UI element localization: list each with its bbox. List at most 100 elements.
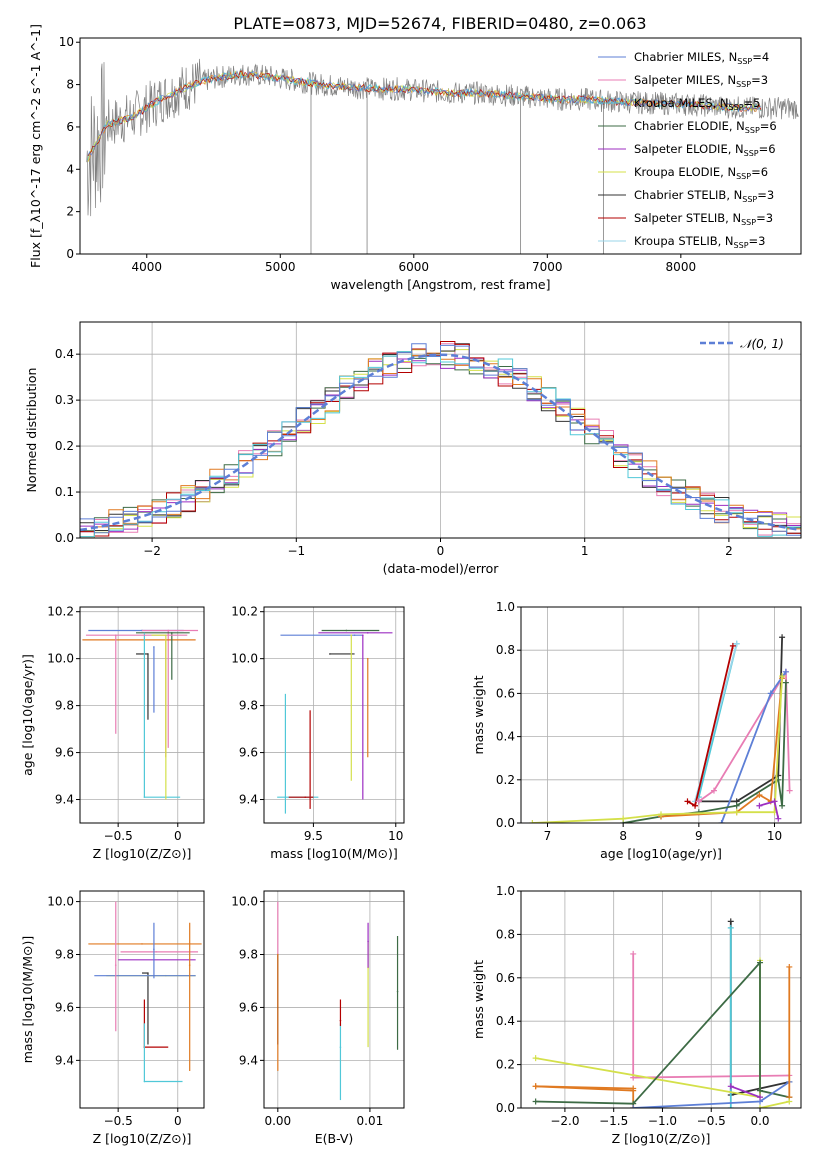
- y-tick-label: 0.1: [55, 485, 74, 499]
- y-tick-label: 0: [66, 247, 74, 261]
- y-axis-label: Normed distribution: [24, 368, 39, 493]
- data-point: [366, 657, 369, 660]
- plot-area: [532, 918, 793, 1108]
- x-tick-label: 1: [581, 544, 589, 558]
- massweight-vs-age-panel: 7 8 9 10 0.0 0.2 0.4 0.6 0.8 1.0 age [log10(age/yr…: [471, 600, 802, 861]
- y-tick-label: 0.4: [55, 347, 74, 361]
- y-tick-label: 10.2: [231, 605, 258, 619]
- y-tick-label: 0.6: [496, 971, 515, 985]
- data-point: [396, 990, 399, 993]
- x-tick-label: 9.5: [304, 829, 323, 843]
- y-tick-label: 0.8: [496, 643, 515, 657]
- legend-label: Chabrier MILES, NSSP=4: [634, 50, 769, 66]
- x-tick-label: 0.0: [750, 1114, 769, 1128]
- observed-spectrum: [86, 58, 799, 217]
- point-marker: [756, 802, 763, 809]
- point-marker: [695, 798, 702, 805]
- point-marker: [733, 802, 740, 809]
- mass-weight-line: [759, 1100, 790, 1108]
- y-tick-label: 9.8: [55, 699, 74, 713]
- point-marker: [767, 690, 774, 697]
- data-point: [114, 634, 117, 636]
- point-marker: [630, 1105, 637, 1108]
- y-axis-label: mass [log10(M/M⊙)]: [20, 936, 35, 1064]
- x-tick-label: 6000: [399, 260, 430, 274]
- y-tick-label: 0.4: [496, 730, 515, 744]
- mass-weight-line: [698, 637, 783, 803]
- y-tick-label: 4: [66, 162, 74, 176]
- grid: [264, 891, 404, 1108]
- y-tick-label: 9.4: [239, 1053, 258, 1067]
- y-tick-label: 0.3: [55, 393, 74, 407]
- mass-weight-line: [535, 1085, 634, 1090]
- x-tick-label: 8: [619, 829, 627, 843]
- data-point: [350, 634, 353, 636]
- x-tick-label: 10: [767, 829, 782, 843]
- point-marker: [756, 791, 763, 798]
- x-axis-label: E(B-V): [315, 1131, 354, 1146]
- y-tick-label: 2: [66, 205, 74, 219]
- mass-weight-line: [532, 676, 783, 823]
- age-vs-mass-panel: 9.5 10 9.4 9.6 9.8 10.0 10.2 mass [log10(M/M⊙)]: [231, 605, 405, 861]
- legend-label: Salpeter STELIB, NSSP=3: [634, 211, 773, 227]
- x-tick-label: 2: [725, 544, 733, 558]
- y-tick-label: 0.2: [496, 773, 515, 787]
- point-marker: [620, 815, 627, 822]
- y-tick-label: 9.8: [239, 699, 258, 713]
- y-tick-label: 10.0: [47, 895, 74, 909]
- point-marker: [779, 634, 786, 641]
- legend-label: Chabrier ELODIE, NSSP=6: [634, 119, 777, 135]
- point-marker: [630, 950, 637, 957]
- point-marker: [727, 1105, 734, 1108]
- massweight-vs-Z-panel: −2.0 −1.5 −1.0 −0.5 0.0 0.0 0.2 0.4 0.6 0.8 1.0 Z […: [471, 884, 802, 1146]
- y-tick-label: 9.4: [239, 793, 258, 807]
- data-point: [339, 1019, 342, 1022]
- point-marker: [771, 798, 778, 805]
- x-tick-label: −1.5: [599, 1114, 628, 1128]
- point-marker: [532, 1098, 539, 1105]
- data-point: [362, 634, 364, 636]
- residual-histogram: [80, 343, 801, 536]
- point-marker: [692, 802, 699, 809]
- point-marker: [779, 802, 786, 809]
- data-point: [171, 632, 173, 634]
- age-vs-Z-panel: −0.5 0 9.4 9.6 9.8 10.0 10.2 Z [log10(Z/Z⊙)] age…: [20, 605, 205, 861]
- data-point: [167, 629, 170, 632]
- spectrum-panel: 4000 5000 6000 7000 8000 0 2 4 6 8 10 wavelength [A…: [28, 24, 802, 292]
- y-tick-label: 9.6: [55, 1000, 74, 1014]
- legend-label: Kroupa STELIB, NSSP=3: [634, 234, 765, 250]
- data-point: [114, 964, 117, 966]
- y-tick-label: 8: [66, 78, 74, 92]
- point-marker: [775, 815, 782, 822]
- x-axis-label: (data-model)/error: [383, 561, 500, 576]
- point-marker: [733, 809, 740, 816]
- x-tick-label: 0: [437, 544, 445, 558]
- data-point: [165, 634, 167, 636]
- y-axis-label: Flux [f_λ10^-17 erg cm^-2 s^-1 A^-1]: [28, 24, 43, 268]
- x-axis-label: mass [log10(M/M⊙)]: [270, 846, 398, 861]
- point-marker: [727, 918, 734, 925]
- point-marker: [658, 811, 664, 818]
- data-point: [155, 951, 158, 953]
- legend-label: Chabrier STELIB, NSSP=3: [634, 188, 774, 204]
- grid: [264, 607, 404, 823]
- y-tick-label: 0.2: [55, 439, 74, 453]
- y-tick-label: 0.0: [496, 816, 515, 830]
- y-tick-label: 9.6: [239, 1000, 258, 1014]
- legend-label: Kroupa MILES, NSSP=5: [634, 96, 760, 112]
- x-axis-label: Z [log10(Z/Z⊙)]: [93, 846, 192, 861]
- axes-frame: [263, 606, 405, 824]
- y-tick-label: 9.8: [55, 948, 74, 962]
- point-marker: [786, 1098, 793, 1105]
- data-point: [304, 796, 306, 798]
- y-tick-label: 9.6: [55, 746, 74, 760]
- point-marker: [757, 1105, 764, 1108]
- x-tick-label: 4000: [131, 260, 162, 274]
- data-point: [353, 634, 356, 636]
- y-tick-label: 0.0: [55, 531, 74, 545]
- residual-histogram: [80, 351, 801, 538]
- mass-weight-line: [687, 645, 734, 808]
- axes-frame: [520, 606, 802, 824]
- point-marker: [729, 642, 736, 649]
- x-axis-label: age [log10(age/yr)]: [600, 846, 722, 861]
